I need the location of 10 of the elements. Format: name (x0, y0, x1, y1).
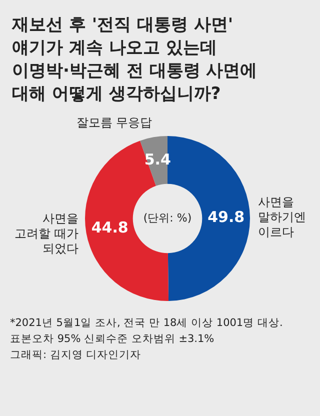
text: 그래픽: 김지영 디자인기자 (10, 348, 142, 363)
slice-label: 사면을 말하기엔 이르다 (258, 195, 306, 240)
chart-title: 재보선 후 '전직 대통령 사면' 얘기가 계속 나오고 있는데 이명박·박근혜 전 대통령 사면에 대해 어떻게 생각하십니까? (10, 14, 258, 106)
data-label: 44.8 (91, 218, 128, 237)
text: *2021년 5월1일 조사, 전국 만 18세 이상 1001명 대상. (10, 316, 284, 331)
text: 표본오차 95% 신뢰수준 오차범위 ±3.1% (10, 332, 216, 347)
data-label: 49.8 (208, 208, 245, 226)
slice-label: 사면을 고려할 때가 되었다 (14, 211, 78, 256)
slice-label: 잘모름 무응답 (76, 115, 152, 130)
text: (단위: %) (143, 211, 192, 224)
